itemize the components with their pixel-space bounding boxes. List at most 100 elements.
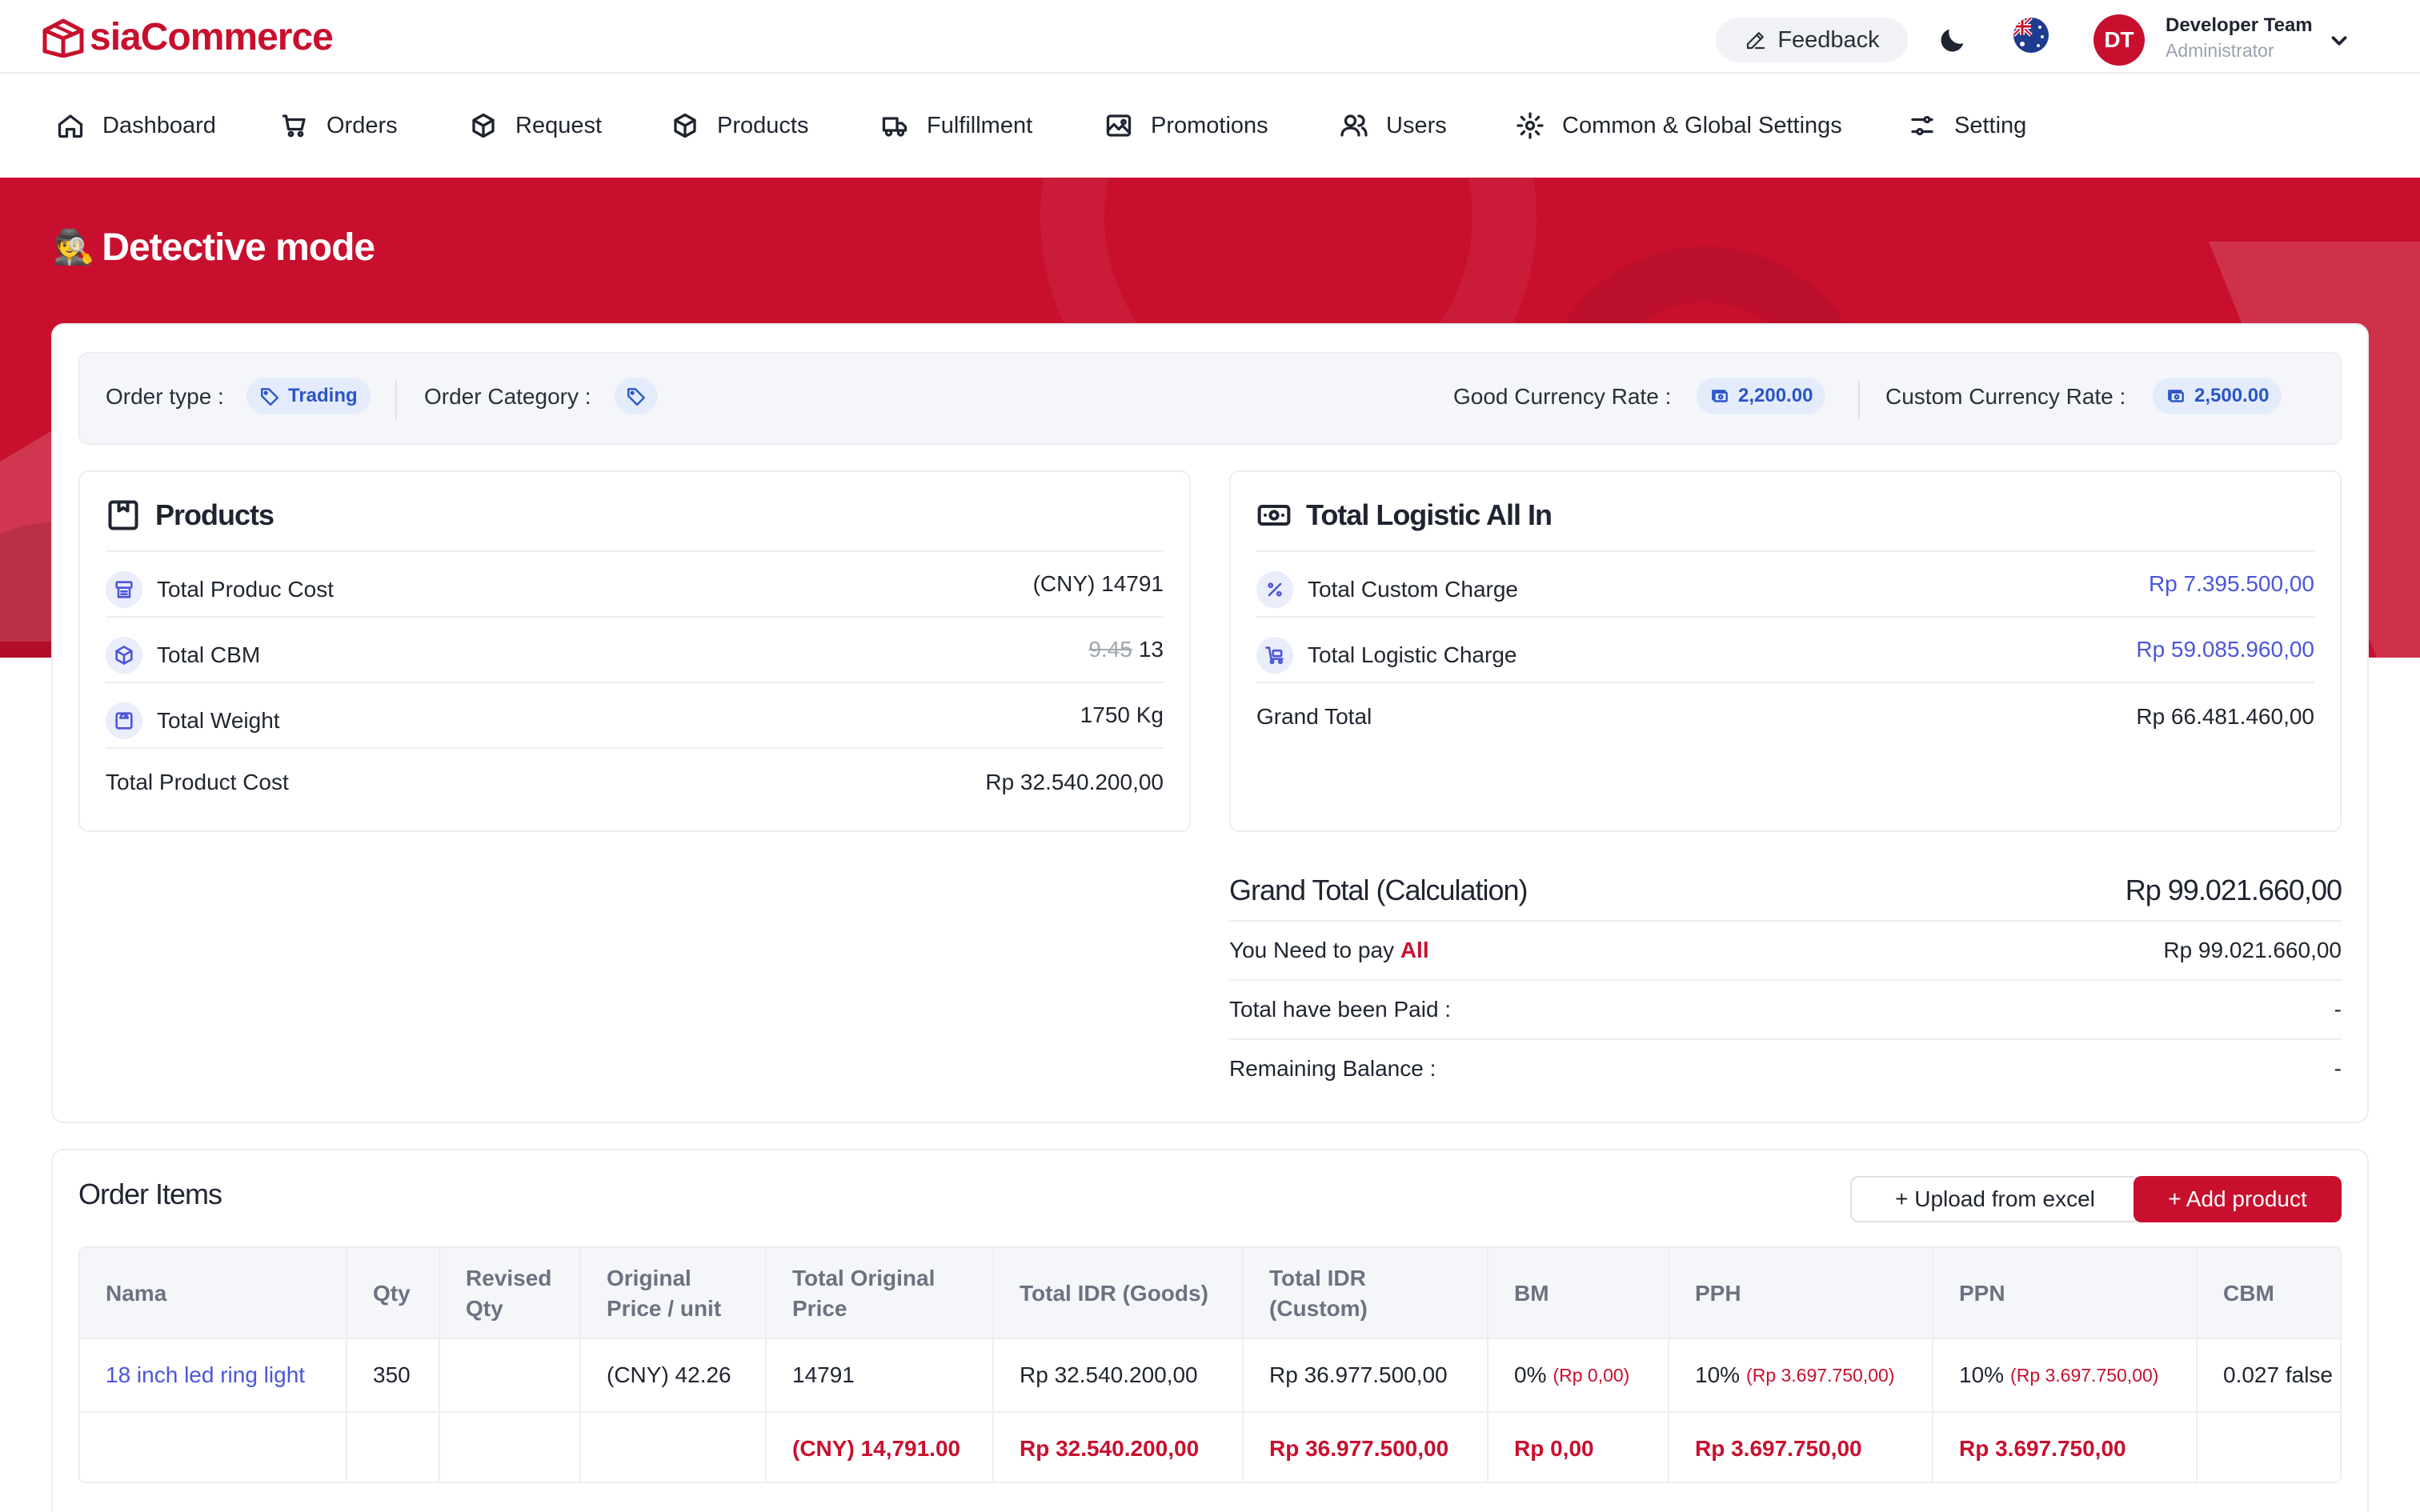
row-label: Total Logistic Charge — [1308, 642, 1517, 667]
row-value: 9.45 13 — [1088, 637, 1164, 662]
nav-common-global-settings[interactable]: Common & Global Settings — [1516, 106, 1842, 146]
item-name-link[interactable]: 18 inch led ring light — [80, 1339, 347, 1411]
grand-total-label: Grand Total (Calculation) — [1229, 874, 1529, 906]
row-value: Rp 32.540.200,00 — [985, 770, 1164, 794]
paid-value: - — [2334, 997, 2342, 1022]
nav-users[interactable]: Users — [1340, 106, 1447, 146]
nav-label: Orders — [327, 112, 398, 138]
column-header[interactable]: Nama — [80, 1248, 347, 1339]
user-role: Administrator — [2166, 40, 2274, 61]
panel-title-text: Products — [155, 498, 274, 531]
cube-icon — [106, 637, 142, 674]
nav-label: Fulfillment — [927, 112, 1033, 138]
nav-promotions[interactable]: Promotions — [1104, 106, 1268, 146]
column-header[interactable]: PPH — [1669, 1248, 1933, 1339]
remaining-value: - — [2334, 1056, 2342, 1081]
app-logo[interactable]: siaCommerce — [40, 13, 334, 61]
detective-icon: 🕵️ — [53, 228, 94, 266]
nav-label: Common & Global Settings — [1562, 112, 1842, 138]
column-header[interactable]: Revised Qty — [440, 1248, 581, 1339]
item-pph: 10% (Rp 3.697.750,00) — [1669, 1339, 1933, 1411]
row-value: Rp 66.481.460,00 — [2136, 704, 2314, 729]
column-header[interactable]: Total IDR (Goods) — [994, 1248, 1244, 1339]
language-flag-button[interactable] — [2013, 18, 2049, 53]
total-original-sum: (CNY) 14,791.00 — [767, 1413, 994, 1482]
logistic-row-grand-total: Grand Total Rp 66.481.460,00 — [1256, 682, 2314, 747]
pencil-icon — [1747, 32, 1765, 50]
totals-empty-cell — [347, 1413, 440, 1482]
divider — [1858, 381, 1860, 419]
row-value: Rp 7.395.500,00 — [2148, 571, 2314, 596]
grand-total-value: Rp 99.021.660,00 — [2125, 874, 2342, 906]
user-name[interactable]: Developer Team — [2166, 14, 2313, 36]
logo-text: siaCommerce — [90, 15, 334, 58]
logistic-row-logistic: Total Logistic Charge Rp 59.085.960,00 — [1256, 616, 2314, 682]
nav-label: Users — [1386, 112, 1447, 138]
order-category-badge — [615, 378, 658, 414]
nav-label: Request — [515, 112, 603, 138]
nav-setting[interactable]: Setting — [1908, 106, 2026, 146]
logistic-panel: Total Logistic All In Total Custom Charg… — [1229, 470, 2342, 832]
totals-empty-cell — [80, 1413, 347, 1482]
nav-orders[interactable]: Orders — [280, 106, 398, 146]
old-cbm-value: 9.45 — [1088, 637, 1132, 662]
avatar[interactable]: DT — [2093, 14, 2145, 66]
money-icon — [2168, 390, 2184, 402]
truck-icon — [882, 117, 908, 137]
nav-label: Promotions — [1151, 112, 1268, 138]
need-to-pay-scope: All — [1400, 938, 1429, 962]
tag-icon — [261, 388, 278, 406]
page-title-text: Detective mode — [102, 226, 375, 269]
pph-rate: 10% — [1695, 1362, 1741, 1387]
user-menu-chevron[interactable] — [2327, 29, 2351, 53]
item-total-idr-goods: Rp 32.540.200,00 — [994, 1339, 1244, 1411]
need-to-pay-row: You Need to pay All Rp 99.021.660,00 — [1229, 920, 2342, 979]
add-product-button[interactable]: + Add product — [2134, 1176, 2342, 1222]
upload-from-excel-button[interactable]: + Upload from excel — [1850, 1176, 2140, 1222]
sliders-icon — [1911, 115, 1933, 136]
item-total-idr-custom: Rp 36.977.500,00 — [1244, 1339, 1488, 1411]
nav-fulfillment[interactable]: Fulfillment — [880, 106, 1032, 146]
item-bm: 0% (Rp 0,00) — [1488, 1339, 1669, 1411]
row-label: Total Weight — [157, 708, 280, 733]
products-row-cost: Total Produc Cost (CNY) 14791 — [106, 550, 1164, 616]
cash-icon — [1257, 504, 1291, 526]
logistic-panel-title: Total Logistic All In — [1256, 498, 1553, 533]
products-row-total: Total Product Cost Rp 32.540.200,00 — [106, 747, 1164, 813]
column-header[interactable]: Qty — [347, 1248, 440, 1339]
column-header[interactable]: Original Price / unit — [581, 1248, 767, 1339]
gear-icon — [1517, 112, 1544, 139]
totals-empty-cell — [440, 1413, 581, 1482]
column-header[interactable]: CBM — [2223, 1281, 2274, 1306]
column-header[interactable]: Total Original Price — [767, 1248, 994, 1339]
need-to-pay-value: Rp 99.021.660,00 — [2163, 938, 2342, 962]
column-header[interactable]: BM — [1488, 1248, 1669, 1339]
nav-label: Dashboard — [102, 112, 216, 138]
dark-mode-toggle[interactable] — [1937, 24, 1969, 56]
order-type-value: Trading — [288, 385, 358, 406]
row-label: Total CBM — [157, 642, 261, 667]
nav-products[interactable]: Products — [671, 106, 808, 146]
nav-dashboard[interactable]: Dashboard — [56, 106, 216, 146]
box-icon — [674, 113, 696, 138]
products-panel-title: Products — [106, 498, 274, 533]
products-row-weight: Total Weight 1750 Kg — [106, 682, 1164, 747]
column-header[interactable]: Total IDR (Custom) — [1244, 1248, 1488, 1339]
paid-row: Total have been Paid : - — [1229, 979, 2342, 1038]
column-header[interactable]: PPN — [1933, 1248, 2198, 1339]
row-label: Total Custom Charge — [1308, 577, 1519, 602]
nav-request[interactable]: Request — [469, 106, 602, 146]
item-original-price: (CNY) 42.26 — [581, 1339, 767, 1411]
main-nav: Dashboard Orders Request Products Fulfil… — [0, 74, 2420, 178]
package-icon — [108, 500, 138, 530]
bm-rate: 0% — [1514, 1362, 1547, 1387]
item-qty: 350 — [347, 1339, 440, 1411]
row-label: Total Product Cost — [106, 770, 289, 794]
feedback-button[interactable]: Feedback — [1716, 18, 1908, 62]
ppn-rate: 10% — [1959, 1362, 2005, 1387]
products-row-cbm: Total CBM 9.45 13 — [106, 616, 1164, 682]
row-value: Rp 59.085.960,00 — [2136, 637, 2314, 662]
need-to-pay-label: You Need to pay All — [1229, 938, 1429, 963]
good-rate-value: 2,200.00 — [1738, 385, 1813, 406]
total-pph-sum: Rp 3.697.750,00 — [1669, 1413, 1933, 1482]
